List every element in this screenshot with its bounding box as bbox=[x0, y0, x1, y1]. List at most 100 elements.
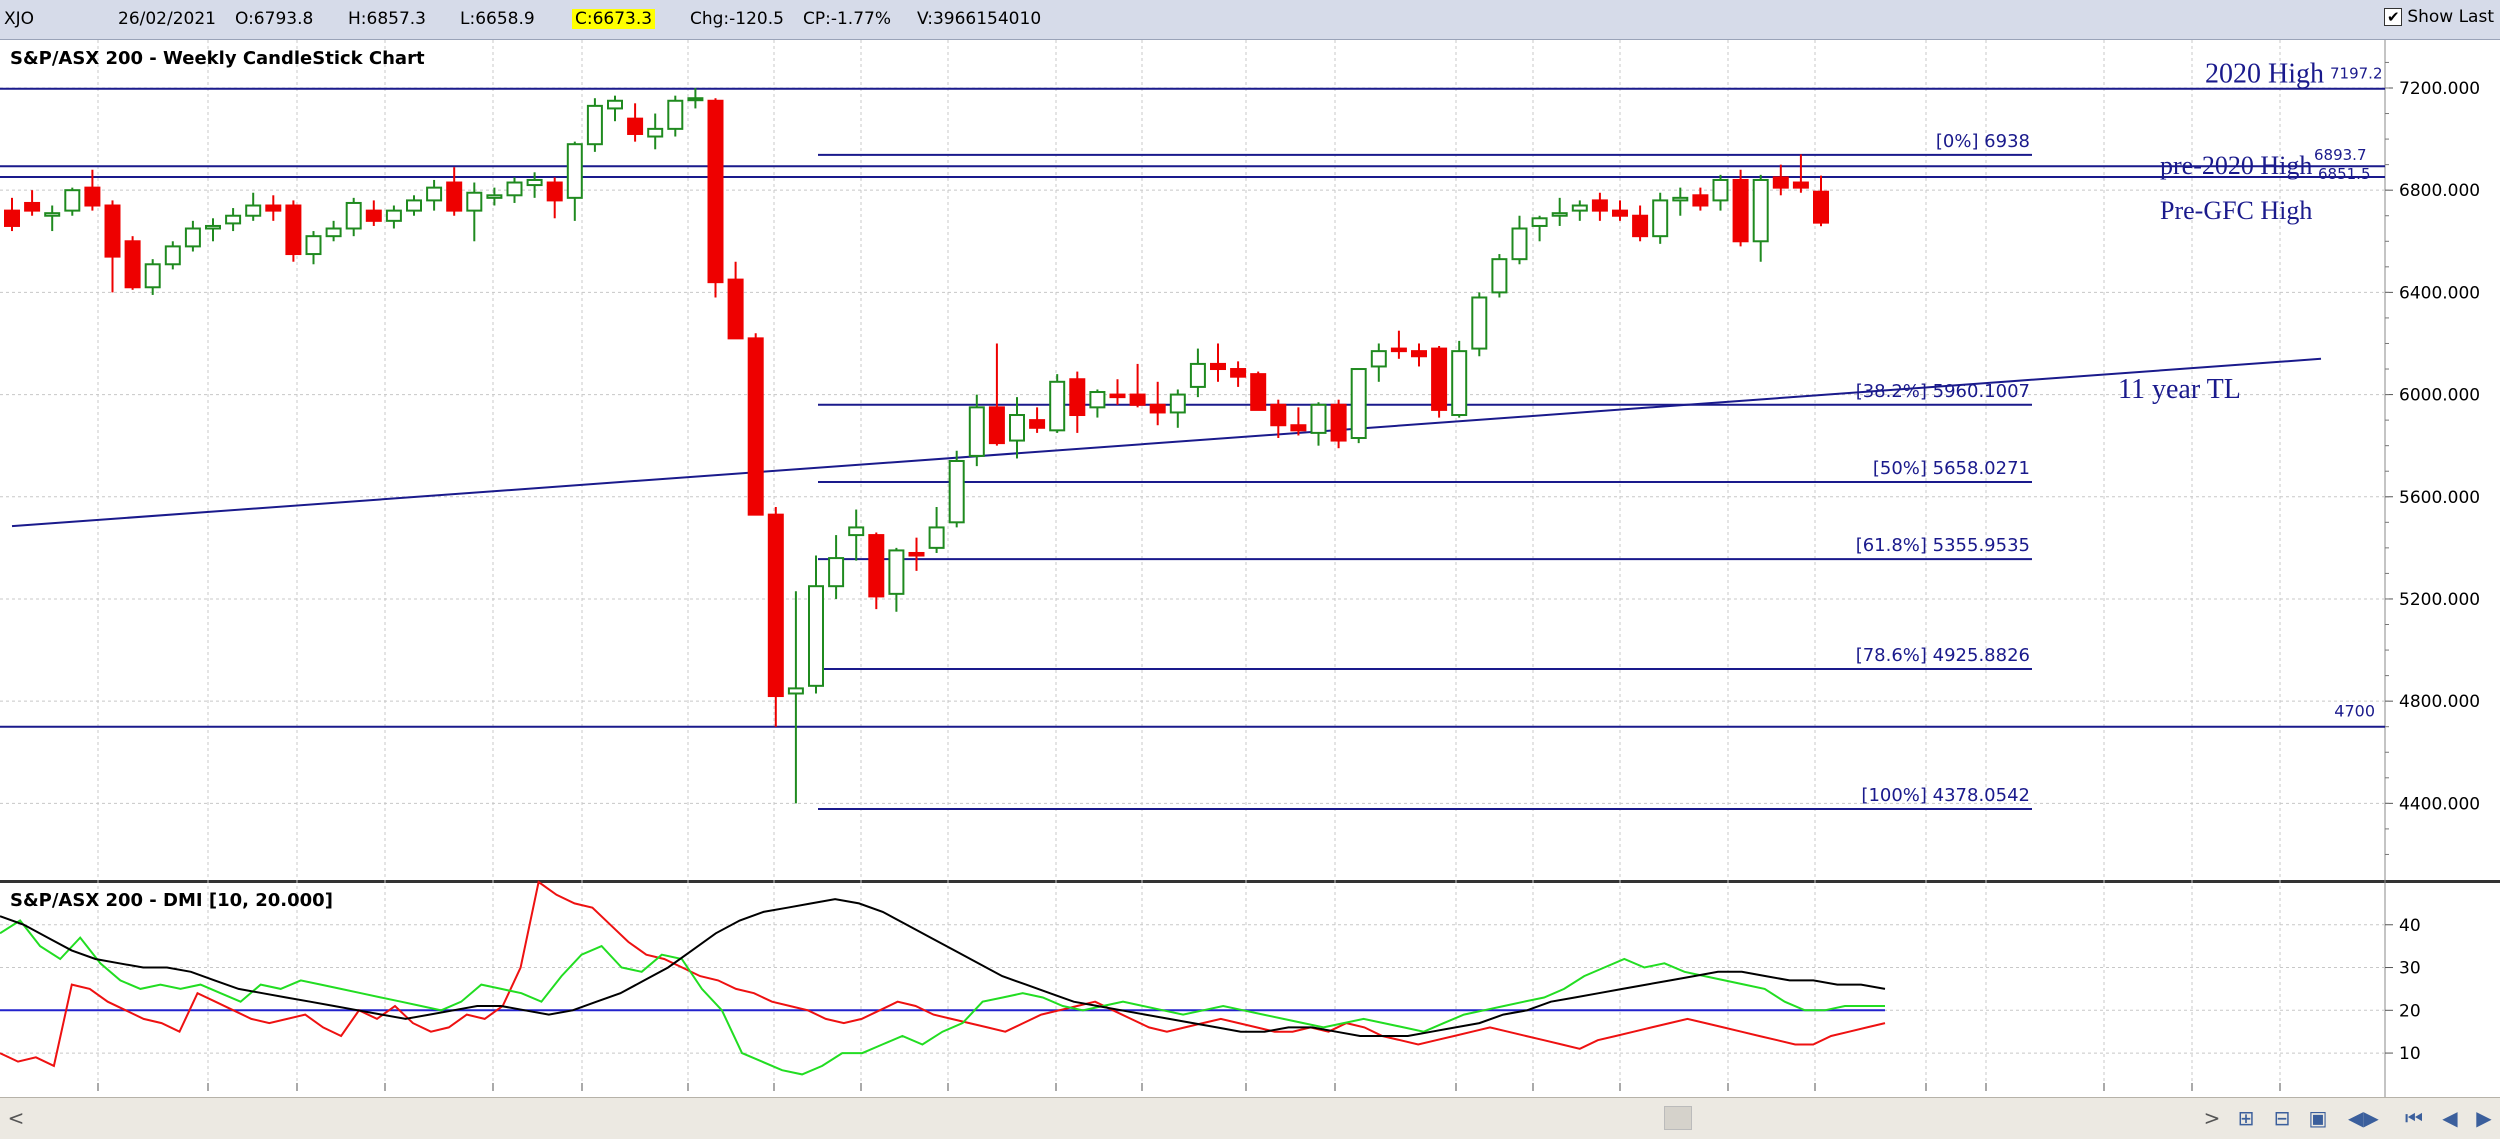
candle-body bbox=[1591, 199, 1608, 212]
show-last-label: Show Last bbox=[2407, 7, 2494, 27]
open-label: O:6793.8 bbox=[235, 9, 314, 29]
candle-body bbox=[1712, 178, 1729, 202]
candle-body bbox=[184, 227, 201, 248]
fit-icon[interactable]: ▣ bbox=[2308, 1106, 2328, 1130]
minus-di-line bbox=[0, 880, 1886, 1068]
annotation-label: 11 year TL bbox=[2118, 374, 2241, 405]
candle-body bbox=[607, 99, 623, 110]
scrollbar-thumb[interactable] bbox=[1664, 1106, 1692, 1130]
candle-body bbox=[968, 406, 985, 457]
first-icon[interactable]: ⏮ bbox=[2405, 1106, 2423, 1130]
candle-body bbox=[687, 97, 704, 102]
candle-body bbox=[1411, 350, 1427, 358]
next-icon[interactable]: ▶ bbox=[2476, 1106, 2492, 1130]
dmi-tick-label: 40 bbox=[2399, 916, 2421, 936]
expand-icon[interactable]: ◀▶ bbox=[2348, 1106, 2379, 1130]
price-tick-label: 6000.000 bbox=[2399, 386, 2480, 406]
price-tick-label: 6800.000 bbox=[2399, 181, 2480, 201]
candle-body bbox=[1089, 391, 1106, 409]
candle-body bbox=[546, 181, 563, 202]
scroll-left-arrow[interactable]: < bbox=[7, 1106, 25, 1130]
plus-di-line bbox=[0, 919, 1885, 1076]
candle-body bbox=[787, 687, 804, 695]
candle-body bbox=[1612, 209, 1628, 217]
candle-body bbox=[1370, 350, 1387, 368]
chart-area[interactable]: 7200.000 6800.000 6400.000 6000.000 5600.000… bbox=[0, 40, 2500, 1097]
candle-body bbox=[1189, 362, 1206, 388]
candle-body bbox=[1451, 350, 1468, 417]
candle-body bbox=[627, 117, 644, 135]
annotation-value: 6893.7 bbox=[2314, 146, 2367, 164]
candle-body bbox=[205, 224, 221, 230]
show-last-checkbox[interactable]: ✔ bbox=[2384, 8, 2403, 26]
candle-body bbox=[486, 194, 503, 199]
candle-body bbox=[1551, 212, 1568, 217]
show-last-toggle[interactable]: ✔ Show Last bbox=[2384, 7, 2494, 27]
candle-body bbox=[1310, 403, 1327, 434]
candle-body bbox=[1471, 296, 1488, 350]
candle-body bbox=[948, 460, 965, 524]
candle-body bbox=[285, 204, 302, 256]
candle-body bbox=[586, 104, 603, 146]
candle-body bbox=[1270, 403, 1287, 427]
close-label: C:6673.3 bbox=[572, 9, 656, 29]
candle-body bbox=[1511, 227, 1528, 261]
candle-body bbox=[345, 201, 362, 230]
scroll-right-arrow[interactable]: > bbox=[2203, 1106, 2221, 1130]
candle-body bbox=[526, 178, 543, 187]
zoom-out-icon[interactable]: ⊟ bbox=[2273, 1106, 2291, 1130]
annotation-label: 2020 High bbox=[2205, 59, 2324, 90]
candle-body bbox=[144, 263, 161, 289]
price-tick-label: 5200.000 bbox=[2399, 590, 2480, 610]
plot-background bbox=[0, 40, 2500, 1097]
candle-body bbox=[245, 204, 262, 217]
prev-icon[interactable]: ◀ bbox=[2442, 1106, 2458, 1130]
candle-body bbox=[365, 209, 382, 222]
symbol-label: XJO bbox=[4, 9, 35, 29]
candle-body bbox=[1149, 403, 1166, 414]
date-label: 26/02/2021 bbox=[118, 9, 216, 29]
candle-body bbox=[1772, 176, 1789, 189]
candle-body bbox=[566, 143, 583, 199]
change-pct-label: CP:-1.77% bbox=[803, 9, 891, 29]
annotation-label: pre-2020 High bbox=[2160, 151, 2312, 180]
candle-body bbox=[888, 549, 905, 595]
candle-body bbox=[1792, 181, 1809, 189]
price-tick-label: 4400.000 bbox=[2399, 794, 2480, 814]
candle-body bbox=[1169, 393, 1186, 414]
candle-body bbox=[1813, 190, 1829, 224]
candle-body bbox=[225, 214, 242, 225]
candle-body bbox=[848, 526, 865, 537]
annotation-value: 6851.5 bbox=[2318, 165, 2371, 183]
fib-label: [61.8%] 5355.9535 bbox=[1856, 535, 2030, 556]
candle-body bbox=[667, 99, 684, 130]
price-tick-label: 6400.000 bbox=[2399, 283, 2480, 303]
volume-label: V:3966154010 bbox=[917, 9, 1042, 29]
fib-label: [50%] 5658.0271 bbox=[1873, 458, 2030, 479]
candle-body bbox=[1210, 362, 1226, 371]
candle-body bbox=[1049, 380, 1066, 432]
fib-label: [0%] 6938 bbox=[1936, 131, 2030, 152]
annotation-value: 7197.2 bbox=[2330, 65, 2383, 83]
candle-body bbox=[1431, 347, 1448, 411]
dmi-tick-label: 10 bbox=[2399, 1044, 2421, 1064]
fib-label: [100%] 4378.0542 bbox=[1861, 785, 2030, 806]
candle-body bbox=[1531, 217, 1548, 227]
annotation-value: 4700 bbox=[2334, 702, 2375, 721]
candle-body bbox=[1230, 368, 1247, 378]
chart-title: S&P/ASX 200 - Weekly CandleStick Chart bbox=[10, 48, 425, 69]
low-label: L:6658.9 bbox=[460, 9, 535, 29]
candle-body bbox=[767, 513, 784, 698]
candle-body bbox=[4, 209, 20, 227]
adx-line bbox=[0, 898, 1886, 1037]
candle-body bbox=[426, 186, 443, 202]
candle-body bbox=[406, 199, 422, 212]
fib-label: [38.2%] 5960.1007 bbox=[1856, 381, 2030, 402]
zoom-in-icon[interactable]: ⊞ bbox=[2237, 1106, 2255, 1130]
candle-body bbox=[1692, 194, 1709, 207]
candle-body bbox=[385, 209, 402, 222]
dmi-tick-label: 30 bbox=[2399, 959, 2421, 979]
candle-body bbox=[988, 406, 1005, 445]
candle-body bbox=[1009, 414, 1025, 442]
candle-body bbox=[84, 186, 101, 207]
